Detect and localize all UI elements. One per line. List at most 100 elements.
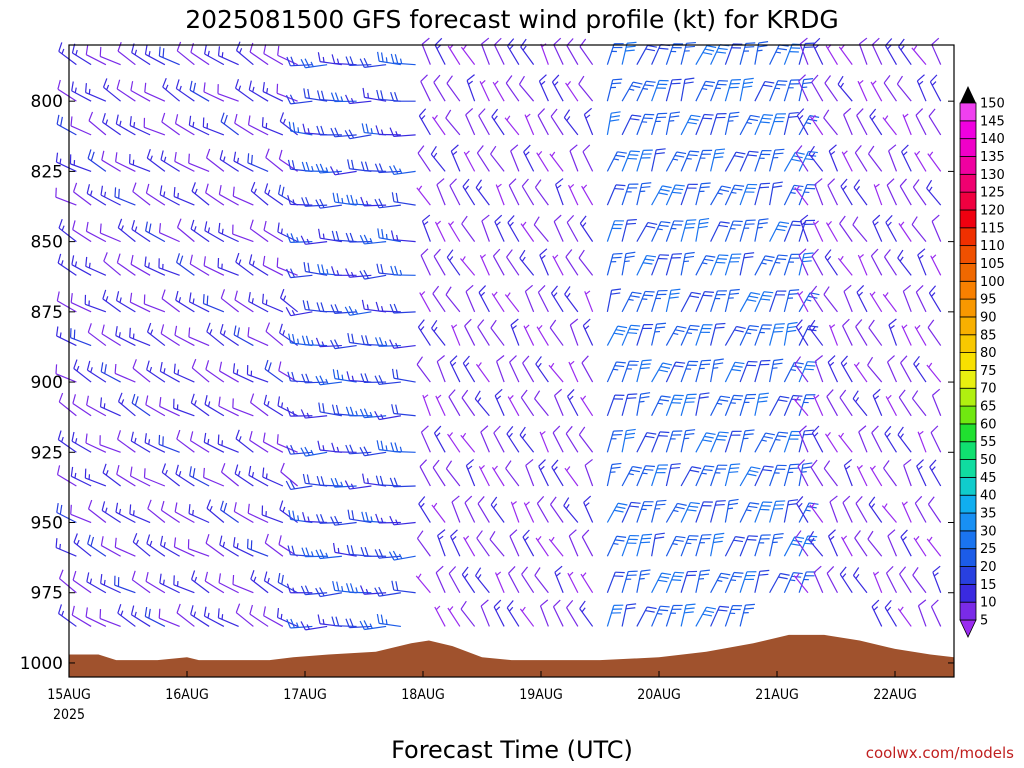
colorbar-label: 90 (980, 310, 997, 325)
barb-staff (563, 117, 579, 136)
barb-staff (724, 500, 730, 523)
wind-barb (232, 224, 254, 243)
barb-flag (363, 446, 369, 456)
barb-flag (290, 444, 295, 455)
barb-flag (655, 532, 665, 536)
barb-flag (116, 253, 121, 263)
wind-barb (550, 108, 564, 136)
wind-barb (476, 145, 490, 172)
barb-flag (99, 223, 102, 234)
barb-flag (757, 400, 768, 403)
barb-flag (814, 355, 824, 362)
wind-barb (84, 468, 107, 487)
barb-staff (651, 185, 663, 206)
wind-barb (190, 605, 210, 627)
barb-flag (130, 431, 134, 442)
barb-half-flag (61, 48, 65, 55)
barb-staff (837, 257, 853, 276)
barb-flag (378, 548, 384, 559)
wind-barb (86, 184, 107, 206)
wind-barb (853, 179, 868, 206)
wind-barb (218, 222, 239, 243)
barb-flag (360, 373, 365, 383)
wind-barb (232, 363, 254, 383)
barb-half-flag (913, 45, 918, 51)
barb-half-flag (251, 298, 254, 304)
barb-half-flag (900, 221, 905, 227)
barb-half-flag (613, 158, 619, 161)
terrain-fill (69, 634, 954, 677)
barb-flag (903, 458, 912, 466)
wind-barb (564, 466, 579, 487)
barb-staff (548, 538, 564, 557)
barb-half-flag (59, 158, 62, 164)
barb-half-flag (105, 470, 109, 476)
barb-half-flag (223, 330, 226, 336)
wind-barb (519, 249, 535, 276)
barb-flag (733, 155, 744, 158)
barb-flag (206, 295, 209, 306)
barb-staff (783, 395, 794, 417)
barb-flag (899, 178, 907, 187)
barb-flag (316, 475, 321, 486)
barb-half-flag (193, 611, 197, 617)
barb-half-flag (886, 606, 892, 612)
barb-flag (735, 151, 746, 155)
barb-half-flag (325, 167, 329, 173)
wind-barb (249, 393, 269, 417)
barb-flag (188, 504, 191, 514)
wind-barb (783, 321, 798, 346)
barb-flag (718, 576, 729, 580)
wind-barb (234, 113, 254, 136)
barb-flag (743, 81, 754, 85)
barb-flag (315, 587, 321, 597)
barb-half-flag (509, 221, 514, 227)
barb-half-flag (465, 150, 470, 156)
wind-barb (882, 115, 897, 136)
wind-barb (871, 425, 883, 453)
wind-barb (262, 293, 284, 313)
barb-staff (534, 575, 549, 594)
barb-flag (534, 390, 541, 399)
wind-barb (466, 74, 476, 102)
barb-staff (813, 395, 824, 417)
barb-flag (481, 37, 490, 45)
wind-barb (277, 572, 298, 594)
barb-flag (421, 37, 430, 45)
barb-staff (680, 220, 688, 242)
barb-flag (758, 396, 769, 399)
barb-half-flag (252, 260, 255, 266)
barb-flag (704, 465, 715, 468)
barb-staff (524, 114, 535, 136)
barb-staff (897, 434, 912, 453)
barb-flag (390, 442, 395, 452)
barb-half-flag (525, 113, 531, 118)
barb-flag (276, 607, 280, 618)
wind-barb (176, 429, 195, 453)
barb-staff (416, 364, 431, 383)
barb-staff (853, 363, 868, 383)
barb-flag (613, 332, 624, 336)
barb-staff (795, 152, 809, 172)
wind-barb (884, 425, 897, 453)
barb-staff (931, 395, 942, 416)
wind-barb (190, 219, 210, 243)
wind-barb (535, 536, 549, 557)
barb-flag (630, 295, 640, 298)
wind-barb (300, 621, 328, 631)
wind-barb (636, 569, 651, 593)
barb-staff (636, 45, 649, 65)
barb-staff (739, 571, 748, 593)
barb-staff (621, 571, 629, 593)
barb-half-flag (322, 233, 325, 239)
barb-flag (481, 214, 490, 222)
wind-barb (70, 466, 92, 487)
wind-barb (316, 125, 342, 136)
barb-staff (724, 290, 731, 312)
colorbar-label: 15 (980, 578, 997, 593)
barb-half-flag (163, 368, 166, 374)
wind-barb (665, 220, 684, 242)
barb-staff (827, 361, 839, 383)
barb-flag (763, 435, 774, 439)
barb-half-flag (550, 536, 555, 542)
